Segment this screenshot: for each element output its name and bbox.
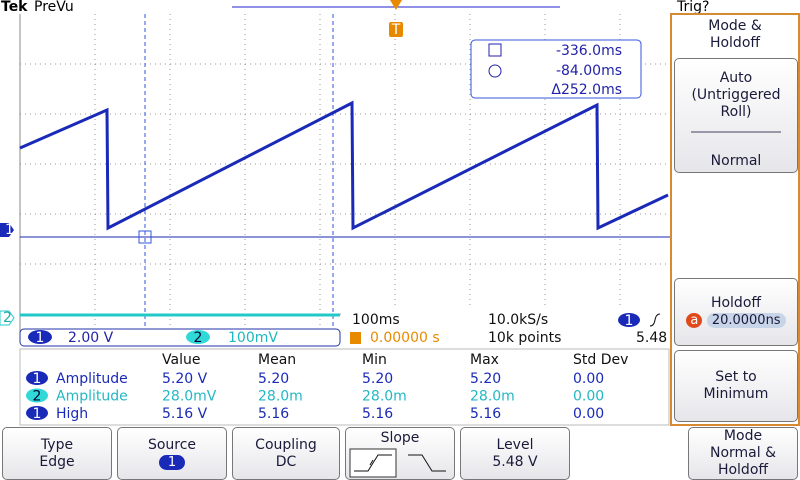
ch1-badge	[28, 330, 52, 344]
measure-name: Amplitude	[56, 389, 128, 405]
ch1-scale: 2.00 V	[68, 330, 114, 346]
measure-panel	[19, 348, 670, 426]
source-value: 1	[158, 455, 186, 470]
channel-box	[19, 328, 341, 347]
channel-badge-label: 1	[33, 371, 42, 387]
ch1-marker	[0, 223, 14, 237]
status-bg	[345, 308, 670, 348]
cursor-box	[470, 39, 642, 99]
column-header: Min	[362, 352, 387, 368]
measure-value: 5.20	[258, 371, 289, 387]
coupling-value: DC	[275, 454, 297, 470]
trig-source-badge	[618, 313, 640, 327]
measure-value: 0.00	[573, 406, 604, 422]
holdoff-badge: a	[686, 313, 703, 328]
source-button[interactable]: Source 1	[117, 427, 227, 480]
ch1-marker-label: 1	[5, 222, 14, 238]
mode-bottom-button[interactable]: Mode Normal & Holdoff	[688, 427, 798, 480]
measure-name: Amplitude	[56, 371, 128, 387]
mode-button[interactable]: Auto (Untriggered Roll) Normal	[674, 58, 798, 173]
slope-icon	[649, 313, 661, 327]
channel-badge-label: 1	[33, 406, 42, 422]
ch2-marker-label: 2	[3, 310, 12, 326]
cursor-b-value: -84.00ms	[556, 63, 622, 79]
measure-value: 0.00	[573, 389, 604, 405]
brand: Tek	[1, 0, 28, 15]
holdoff-button[interactable]: Holdoff a 20.0000ns	[674, 278, 798, 346]
type-label: Type	[40, 437, 74, 453]
holdoff-label: Holdoff	[710, 295, 762, 311]
measure-value: 5.16	[362, 406, 393, 422]
column-header: Value	[162, 352, 200, 368]
column-header: Mean	[258, 352, 296, 368]
record-length: 10k points	[488, 330, 561, 346]
mode-normal[interactable]: Normal	[710, 153, 762, 169]
channel-badge-label: 2	[33, 389, 42, 405]
measurements: Value Mean Min Max Std Dev 1 Amplitude 5.20 V 5.…	[26, 352, 628, 422]
channel-badge	[26, 371, 48, 385]
holdoff-value: 20.0000ns	[706, 313, 786, 328]
ch1-waveform	[19, 100, 669, 231]
menu-title-text: Mode & Holdoff	[708, 18, 762, 51]
type-button[interactable]: Type Edge	[2, 427, 112, 480]
ch2-scale: 100mV	[228, 330, 278, 346]
ch2-badge	[186, 330, 210, 344]
level-value: 5.48 V	[492, 454, 538, 470]
cursor-square	[138, 230, 152, 244]
set-min-label: Set to Minimum	[703, 369, 769, 402]
measure-value: 5.16	[470, 406, 501, 422]
timebase: 100ms	[352, 312, 400, 328]
trigger-state: Trig?	[676, 0, 709, 15]
cursor-a-icon	[488, 43, 502, 57]
measure-value: 5.20	[362, 371, 393, 387]
trigger-top	[390, 0, 402, 10]
column-header: Std Dev	[573, 352, 628, 368]
ch1-badge-label: 1	[36, 330, 45, 346]
status: PreVu	[34, 0, 74, 15]
measure-value: 28.0m	[362, 389, 407, 405]
channel-badge	[26, 406, 48, 420]
slope-icons	[349, 448, 446, 478]
set-min-button[interactable]: Set to Minimum	[674, 350, 798, 422]
type-value: Edge	[39, 454, 75, 470]
measure-value: 28.0m	[258, 389, 303, 405]
mode-bottom-label: Mode Normal & Holdoff	[709, 428, 777, 478]
ch2-badge-label: 2	[194, 330, 203, 346]
measure-value: 5.20	[470, 371, 501, 387]
coupling-label: Coupling	[255, 437, 317, 453]
trigger-position: 0.00000 s	[370, 330, 440, 346]
trigger-marker	[389, 22, 403, 37]
mode-auto[interactable]: Auto (Untriggered Roll)	[691, 70, 781, 120]
measure-value: 28.0mV	[162, 389, 217, 405]
slope-label: Slope	[380, 430, 420, 446]
level-label: Level	[496, 437, 534, 453]
measure-value: 5.16 V	[162, 406, 208, 422]
cursor-delta: Δ252.0ms	[551, 82, 622, 98]
trig-pos-icon	[350, 332, 361, 344]
divider	[691, 131, 781, 133]
measure-name: High	[56, 406, 88, 422]
sample-rate: 10.0kS/s	[488, 312, 548, 328]
level-button[interactable]: Level 5.48 V	[460, 427, 570, 480]
measure-value: 0.00	[573, 371, 604, 387]
trigger-label: T	[391, 22, 401, 38]
cursor-a-value: -336.0ms	[556, 43, 622, 59]
source-label: Source	[147, 437, 197, 453]
coupling-button[interactable]: Coupling DC	[232, 427, 340, 480]
column-header: Max	[470, 352, 499, 368]
cursor-b-icon	[488, 64, 502, 78]
menu-title: Mode & Holdoff	[672, 18, 798, 58]
ch2-marker	[0, 310, 15, 326]
measure-value: 5.20 V	[162, 371, 208, 387]
slope-button[interactable]: Slope	[345, 427, 455, 480]
measure-value: 5.16	[258, 406, 289, 422]
measure-value: 28.0m	[470, 389, 515, 405]
trig-source: 1	[625, 313, 634, 329]
channel-badge	[26, 388, 48, 403]
